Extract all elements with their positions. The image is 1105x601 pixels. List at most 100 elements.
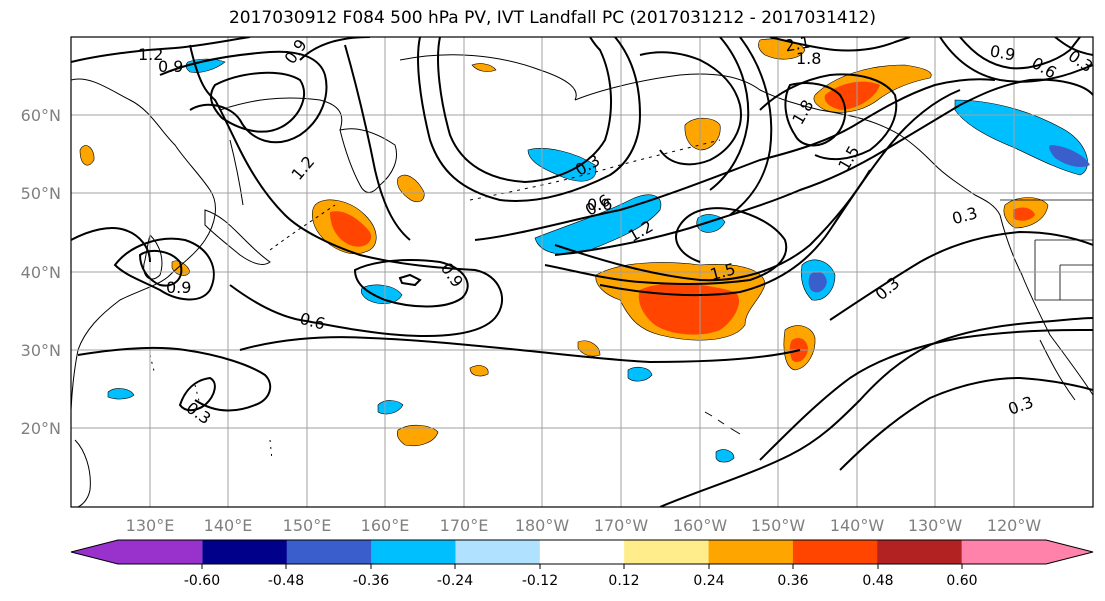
contour-31 <box>659 317 1093 507</box>
graticule <box>71 37 1093 507</box>
coastlines <box>71 54 1093 507</box>
warm-blob-west-pacific-core <box>330 211 372 247</box>
warm-blob-west-coast-core <box>1013 207 1035 221</box>
contour-label: 0.6 <box>587 195 612 214</box>
colorbar-tick-label: 0.60 <box>946 573 977 589</box>
lon-label: 140°W <box>830 516 885 535</box>
colorbar-ticks <box>201 564 963 569</box>
contour-label: 1.2 <box>138 45 163 64</box>
us-border-2 <box>1034 239 1093 301</box>
cool-blob-mid <box>360 284 403 304</box>
cool-blob-west-coast-core <box>1049 145 1090 168</box>
cool-blob-small-5 <box>627 366 653 382</box>
contour-13 <box>474 78 996 241</box>
colorbar-segment <box>202 540 288 564</box>
contour-label: 0.3 <box>872 273 904 304</box>
contour-28 <box>77 346 272 412</box>
contour-21 <box>784 82 847 147</box>
colorbar-segment <box>708 540 794 564</box>
colorbar-tick-label: -0.60 <box>184 573 220 589</box>
colorbar-segment <box>286 540 372 564</box>
contour-label: 2.1 <box>783 32 811 55</box>
contour-label: 0.9 <box>281 36 311 68</box>
colorbar-segment <box>539 540 625 564</box>
contour-17 <box>599 89 961 297</box>
korea-coastline <box>143 234 163 280</box>
contour-19 <box>709 37 750 191</box>
contour-29 <box>178 376 216 412</box>
contour-27 <box>829 230 1093 321</box>
contour-label: 0.3 <box>183 398 215 428</box>
warm-blob-kamchatka <box>397 174 425 203</box>
warm-blob-small-3 <box>79 145 95 166</box>
contour-25 <box>939 37 1093 83</box>
colorbar-segment <box>792 540 878 564</box>
colorbar-segment <box>961 540 1093 564</box>
contour-label: 0.3 <box>950 203 980 228</box>
kamchatka-coastline <box>339 128 397 193</box>
contour-label: 0.9 <box>158 57 183 76</box>
cool-blob-aleutian <box>527 148 597 182</box>
colorbar-segments <box>71 540 1093 564</box>
colorbar-tick-labels: -0.60 -0.48 -0.36 -0.24 -0.12 0.12 0.24 … <box>184 573 978 589</box>
contour-20 <box>729 37 773 216</box>
colorbar-segment <box>455 540 541 564</box>
lon-label: 150°E <box>283 516 332 535</box>
colorbar-tick-label: -0.48 <box>268 573 304 589</box>
contour-9 <box>398 273 422 287</box>
lon-label: 170°W <box>594 516 649 535</box>
colorbar-segment <box>371 540 456 564</box>
lat-label: 60°N <box>21 106 61 125</box>
contour-5 <box>113 237 215 301</box>
contour-label: 1.5 <box>834 142 863 174</box>
contour-7 <box>71 227 151 263</box>
map-area: 1.2 0.9 0.9 1.2 0.9 0.6 0.9 0.6 0.3 0.3 … <box>71 32 1093 507</box>
contour-label: 1.2 <box>287 152 318 184</box>
contour-1 <box>71 37 251 63</box>
longitude-labels: 130°E 140°E 150°E 160°E 170°E 180°W 170°… <box>126 516 1042 535</box>
contour-label: 0.9 <box>988 41 1016 64</box>
contour-label: 0.9 <box>166 278 191 297</box>
lon-label: 170°E <box>440 516 489 535</box>
contour-4 <box>189 44 504 337</box>
map-title: 2017030912 F084 500 hPa PV, IVT Landfall… <box>228 8 876 28</box>
baja-coastline <box>1039 339 1076 401</box>
colorbar-tick-label: -0.12 <box>522 573 558 589</box>
warm-blob-small-1 <box>577 340 601 357</box>
cool-blob-small-6 <box>715 449 735 463</box>
contour-26 <box>1054 37 1093 56</box>
colorbar-tick-label: -0.24 <box>437 573 473 589</box>
colorbar-segment <box>71 540 203 564</box>
lon-label: 180°W <box>515 516 570 535</box>
asia-coastline <box>71 78 216 411</box>
contour-14 <box>554 78 1093 256</box>
aleutian-chain <box>469 139 721 201</box>
warm-blob-gulf-alaska-core <box>824 81 880 110</box>
contour-32 <box>759 329 1093 461</box>
contour-33 <box>839 376 1093 471</box>
contour-2 <box>159 50 328 144</box>
colorbar-tick-label: -0.36 <box>353 573 389 589</box>
chukotka-coastline <box>399 54 577 101</box>
cool-blob-small-3 <box>107 388 135 400</box>
contour-18 <box>639 51 742 166</box>
warm-blob-tropics <box>396 424 439 447</box>
philippines-coastline <box>74 439 91 507</box>
contours <box>71 37 1093 507</box>
colorbar-tick-label: 0.12 <box>608 573 639 589</box>
contour-3 <box>209 71 305 133</box>
contour-8 <box>353 259 469 308</box>
okhotsk-coastline <box>219 97 343 131</box>
hawaii-islands <box>704 411 741 435</box>
warm-blob-small-2 <box>471 63 497 72</box>
japan-coastline <box>204 209 271 265</box>
colorbar-segment <box>877 540 963 564</box>
lon-label: 140°E <box>204 516 253 535</box>
lat-label: 40°N <box>21 263 61 282</box>
contour-24 <box>959 37 1081 70</box>
contour-16 <box>554 169 871 282</box>
lat-label: 50°N <box>21 184 61 203</box>
warm-blob-alaska-small <box>684 117 721 151</box>
contour-label: 0.3 <box>1006 392 1036 419</box>
